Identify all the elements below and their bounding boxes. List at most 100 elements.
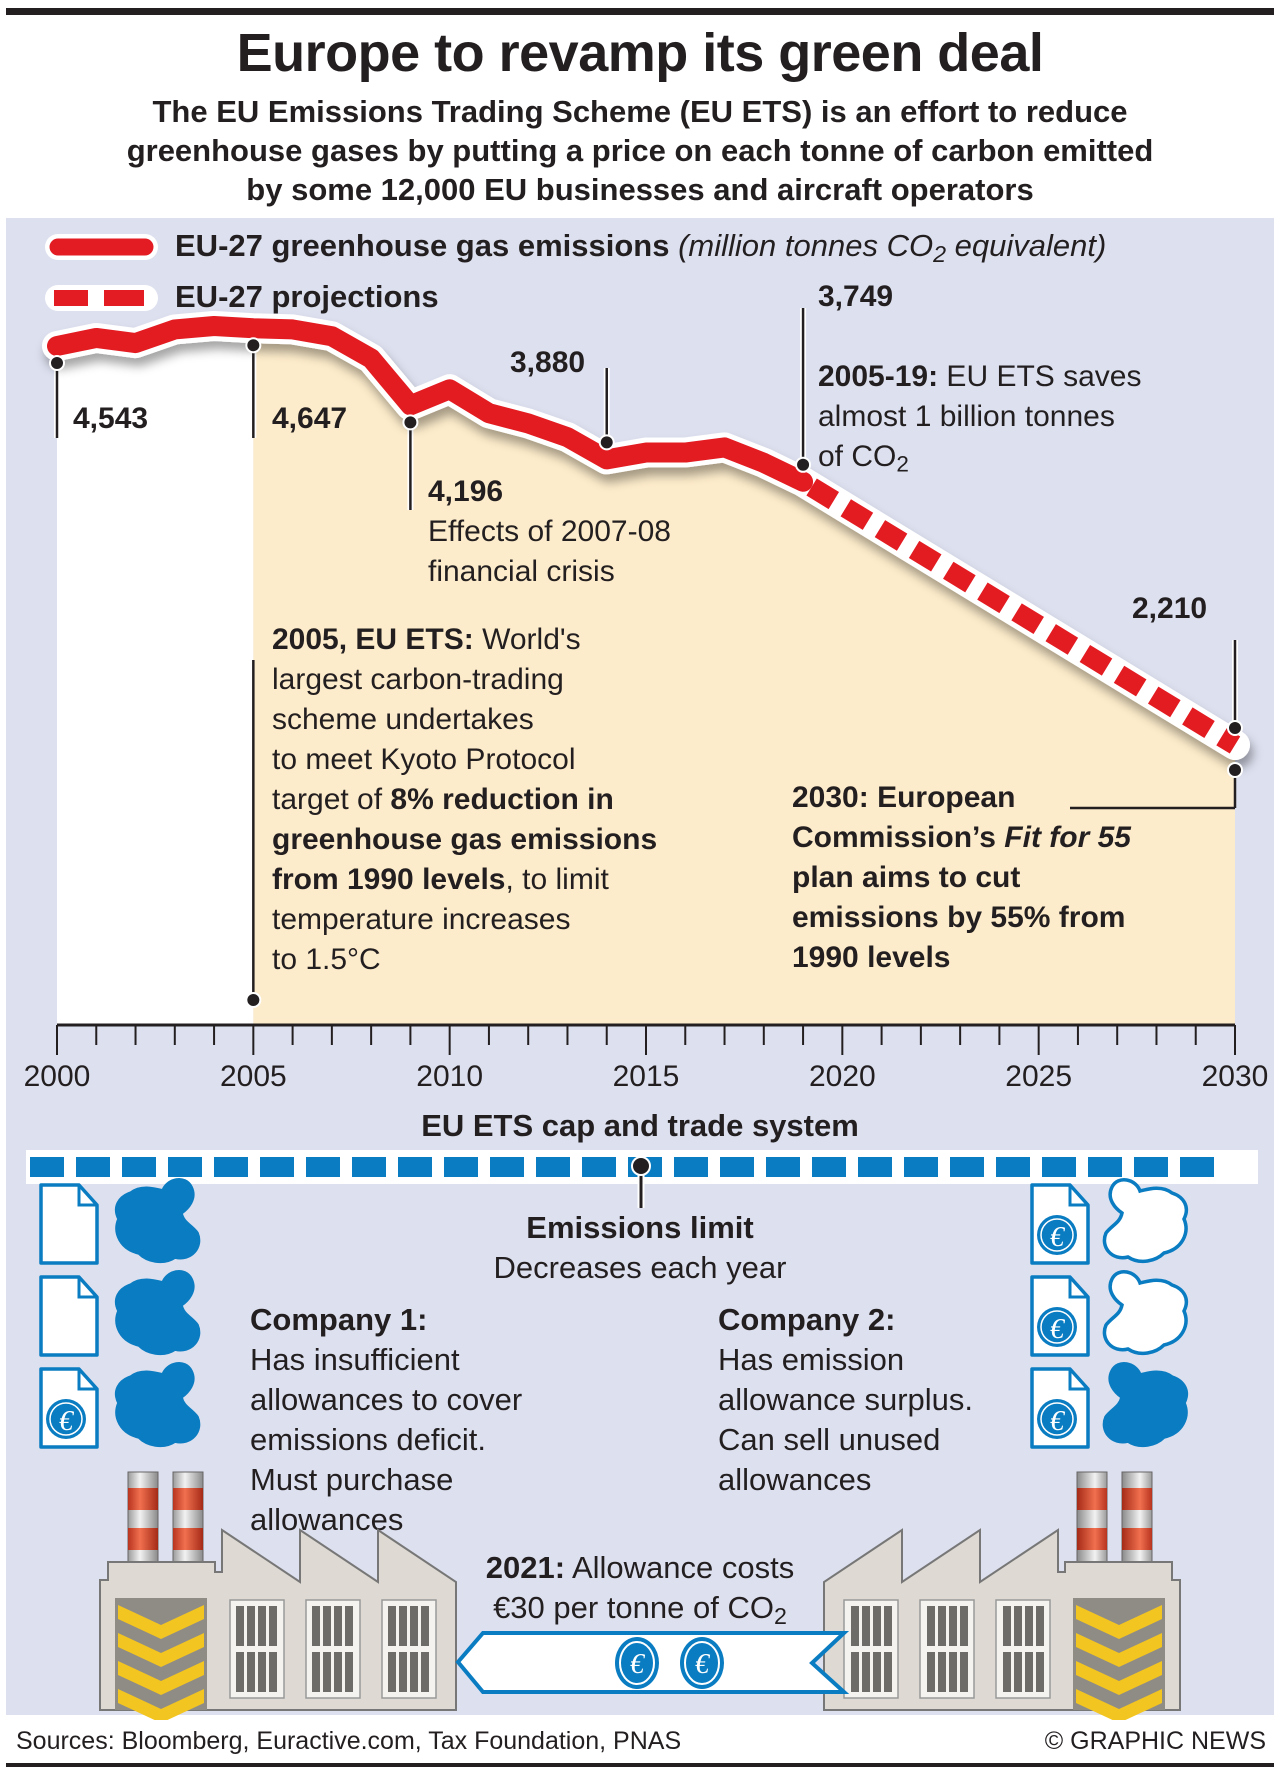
smokestack-stripe: [128, 1528, 158, 1550]
price-line-2: €30 per tonne of CO: [493, 1590, 774, 1625]
cloud-shape: [1102, 1178, 1189, 1264]
legend-unit-sub: 2: [933, 240, 947, 267]
allowance-document-icon: €: [1030, 1275, 1090, 1357]
ets-2005-note: 2005, EU ETS: World's largest carbon-tra…: [272, 620, 657, 980]
window-pane: [1014, 1652, 1022, 1692]
document-fold: [77, 1369, 97, 1391]
smokestack-stripe: [173, 1488, 203, 1510]
ets-savings-line-3: of CO: [818, 440, 897, 473]
credit: © GRAPHIC NEWS: [1044, 1727, 1266, 1755]
euro-coin: [46, 1399, 86, 1439]
cloud-shape: [114, 1178, 201, 1264]
cap-trade-graphics: € € € €: [26, 1150, 1258, 1449]
x-tick-label: 2015: [612, 1060, 680, 1093]
euro-icon: €: [1050, 1406, 1066, 1437]
limit-dash: [536, 1157, 570, 1177]
factory-company-1: [99, 1471, 457, 1720]
door-chevron: [118, 1633, 204, 1667]
window-pane: [388, 1652, 396, 1692]
value-label-2000: 4,543: [73, 402, 149, 435]
window-pane: [399, 1652, 407, 1692]
emissions-cloud-icon: [114, 1270, 201, 1356]
crisis-note-line-1: Effects of 2007-08: [428, 515, 671, 548]
company-2-title: Company 2:: [718, 1302, 896, 1337]
allowance-document-icon: €: [1030, 1183, 1090, 1265]
window-pane: [334, 1606, 342, 1646]
limit-pin-dot: [631, 1156, 651, 1176]
company-2-line-4: allowances: [718, 1462, 872, 1497]
ets-period-area: [253, 328, 1236, 1025]
data-point-marker: [795, 456, 812, 473]
limit-dash: [996, 1157, 1030, 1177]
euro-icon: €: [59, 1406, 75, 1437]
window-pane: [1025, 1606, 1033, 1646]
x-tick-label: 2020: [808, 1060, 876, 1093]
x-tick-label: 2010: [416, 1060, 484, 1093]
legend-emissions-text: EU-27 greenhouse gas emissions: [175, 228, 670, 263]
limit-dash: [168, 1157, 202, 1177]
company-1-line-4: Must purchase: [250, 1462, 454, 1497]
window-pane: [345, 1606, 353, 1646]
limit-dash: [306, 1157, 340, 1177]
page-title: Europe to revamp its green deal: [236, 23, 1044, 83]
window-pane: [1036, 1652, 1044, 1692]
window-pane: [399, 1606, 407, 1646]
company-2-description: Company 2: Has emission allowance surplu…: [718, 1300, 973, 1500]
allowance-document-icon: [39, 1183, 99, 1265]
euro-coin-ring: [49, 1402, 83, 1436]
projection-line: [797, 473, 1241, 754]
smokestack-stripe: [1122, 1488, 1152, 1510]
ets-2005-line-2: scheme undertakes: [272, 703, 534, 736]
company-1-line-1: Has insufficient: [250, 1342, 460, 1377]
window-pane: [1003, 1652, 1011, 1692]
fit55-marker: [1227, 762, 1243, 778]
legend-unit-note: (million tonnes CO: [678, 228, 934, 263]
window-pane: [334, 1652, 342, 1692]
company-2-line-2: allowance surplus.: [718, 1382, 974, 1417]
limit-dash: [766, 1157, 800, 1177]
allowance-document-icon: [39, 1275, 99, 1357]
limit-dash: [1180, 1157, 1214, 1177]
ets-2005-marker: [245, 992, 262, 1008]
value-label-2014: 3,880: [510, 346, 586, 379]
window-pane: [862, 1652, 870, 1692]
limit-dash: [444, 1157, 478, 1177]
ets-2005-line-1: largest carbon-trading: [272, 663, 564, 696]
ets-savings-note: 2005-19: EU ETS saves almost 1 billion t…: [818, 357, 1142, 485]
top-rule: [6, 8, 1274, 15]
limit-dash: [214, 1157, 248, 1177]
emissions-cloud-icon: [114, 1178, 201, 1264]
emissions-limit-subtitle: Decreases each year: [493, 1250, 787, 1285]
legend-unit-tail: equivalent): [946, 228, 1107, 263]
euro-icon: €: [630, 1649, 646, 1680]
x-tick-label: 2005: [219, 1060, 287, 1093]
x-tick-label: 2030: [1201, 1060, 1269, 1093]
pre-ets-area: [57, 326, 254, 1025]
limit-dash: [720, 1157, 754, 1177]
euro-coin: [1037, 1399, 1077, 1439]
window-pane: [884, 1606, 892, 1646]
factories-graphic: € €: [99, 1471, 1181, 1720]
smokestack-stripe: [1122, 1528, 1152, 1550]
ets-savings-lead: 2005-19:: [818, 360, 939, 393]
limit-dash: [858, 1157, 892, 1177]
document-fold: [1068, 1369, 1088, 1391]
euro-coin-2: €: [680, 1637, 724, 1689]
window-pane: [312, 1652, 320, 1692]
cloud-shape: [114, 1362, 201, 1448]
fit-for-55-note: 2030: European Commission’s Fit for 55 p…: [792, 778, 1131, 978]
window-pane: [247, 1652, 255, 1692]
legend-dash-2: [104, 290, 144, 306]
ets-2005-line-3: to meet Kyoto Protocol: [272, 743, 576, 776]
legend-dash-1: [54, 290, 88, 306]
window-pane: [873, 1606, 881, 1646]
fit55-plan-name: Fit for 55: [1004, 821, 1131, 854]
ets-2005-end-1: temperature increases: [272, 903, 571, 936]
x-tick-label: 2025: [1005, 1060, 1073, 1093]
limit-dash: [950, 1157, 984, 1177]
door-chevron: [1076, 1661, 1162, 1695]
window-pane: [851, 1606, 859, 1646]
door-chevron: [118, 1661, 204, 1695]
window-pane: [258, 1652, 266, 1692]
ets-2005-tail-3: , to limit: [505, 863, 609, 896]
